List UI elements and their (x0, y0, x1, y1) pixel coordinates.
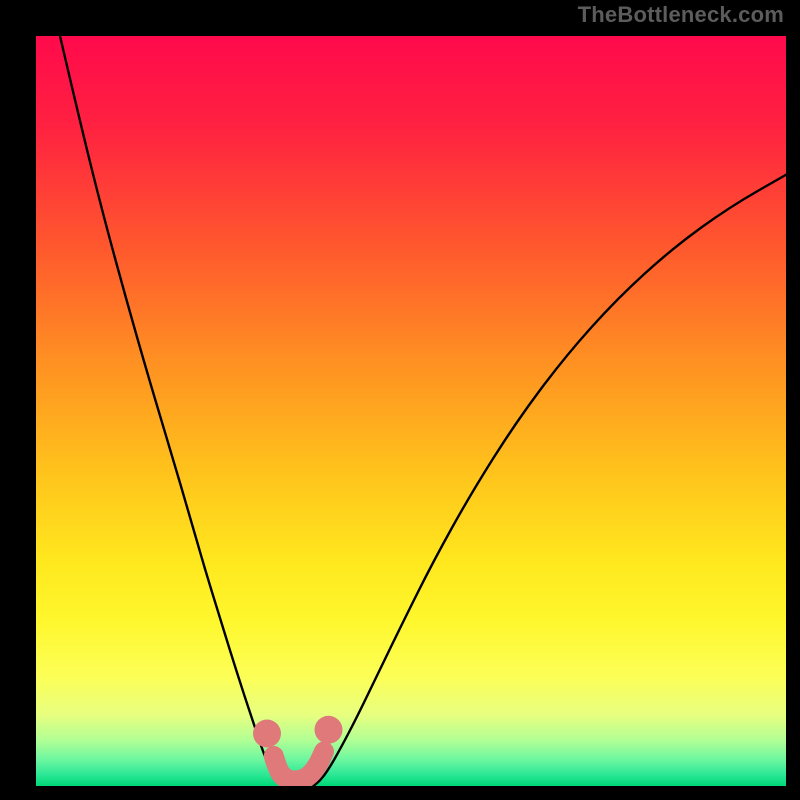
watermark-text: TheBottleneck.com (578, 2, 784, 28)
plot-area (36, 36, 786, 786)
chart-frame: TheBottleneck.com (0, 0, 800, 800)
gradient-background (36, 36, 786, 786)
